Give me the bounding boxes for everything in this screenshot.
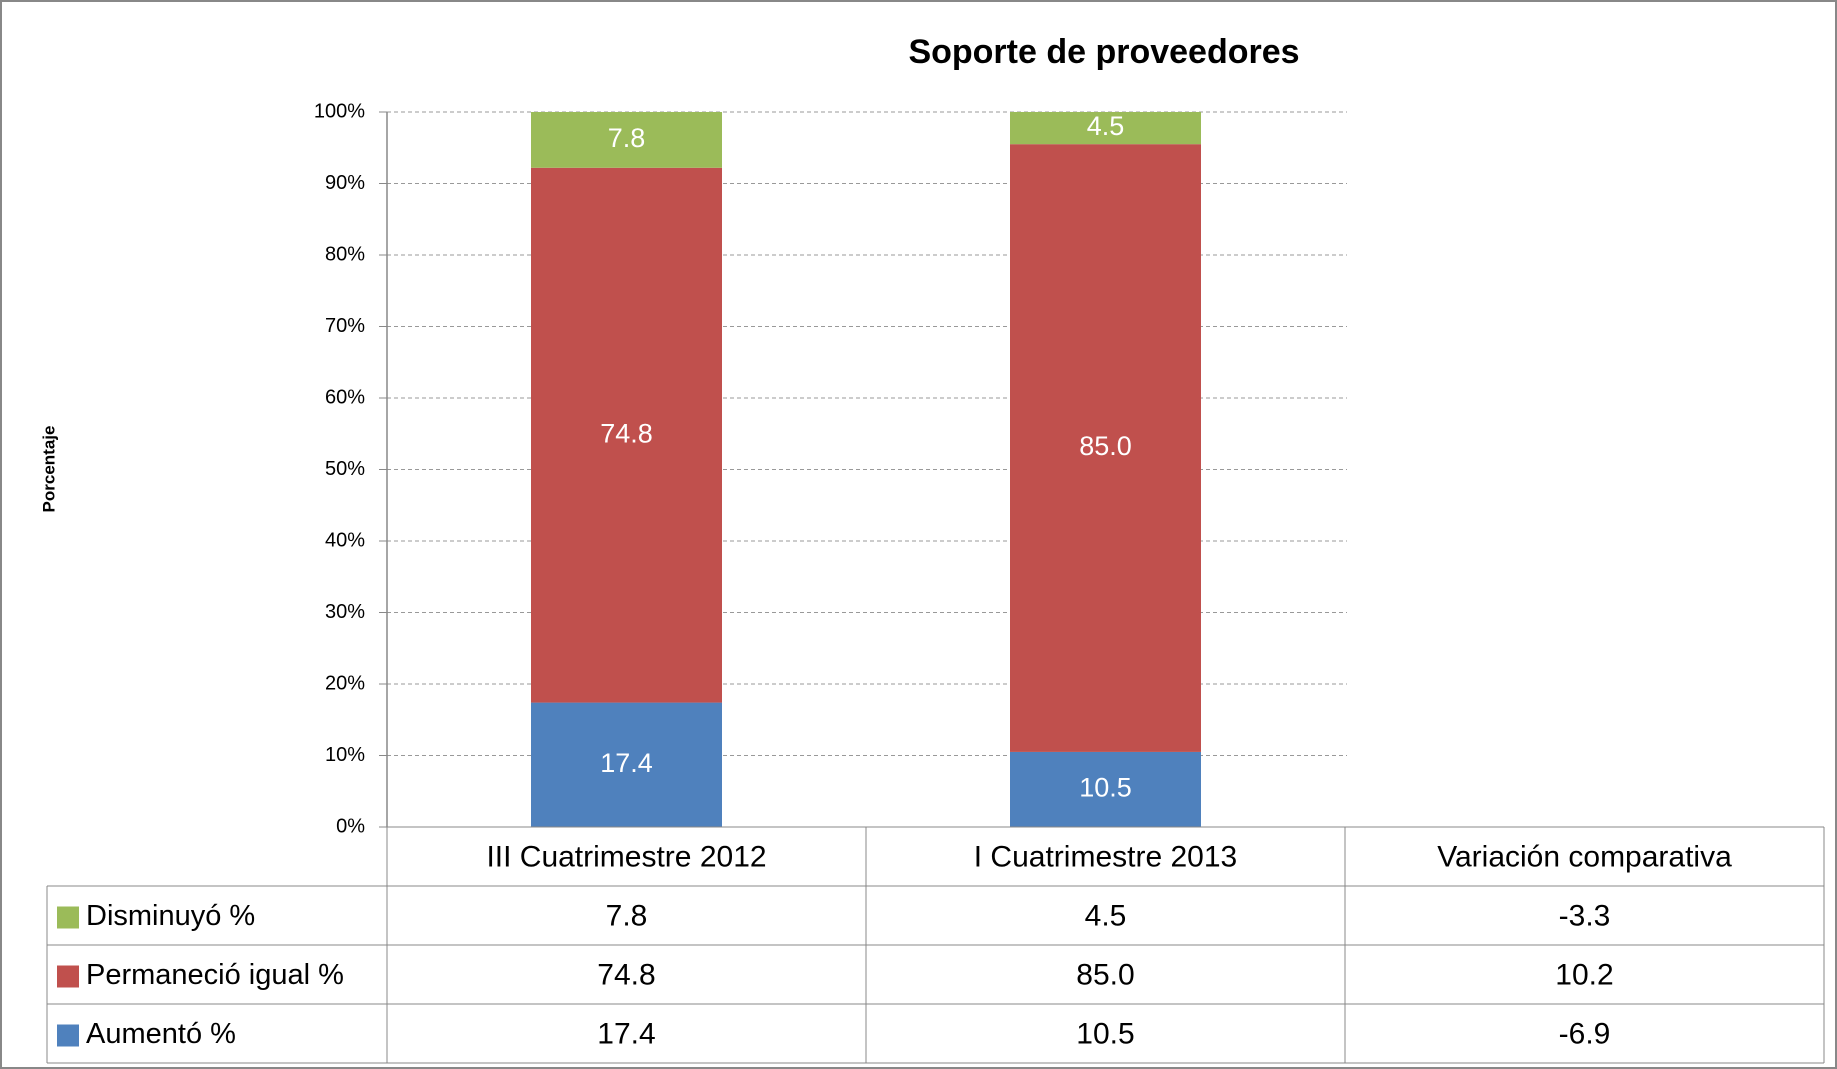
x-tick-label: I Cuatrimestre 2013 bbox=[974, 840, 1237, 873]
legend-key bbox=[57, 906, 79, 929]
legend-key bbox=[57, 1024, 79, 1047]
legend-key bbox=[57, 965, 79, 988]
bar-segment bbox=[531, 167, 722, 703]
legend-label: Aumentó % bbox=[86, 1018, 236, 1050]
data-label: 74.8 bbox=[600, 418, 653, 448]
table-cell: -3.3 bbox=[1559, 899, 1611, 932]
y-tick-label: 10% bbox=[325, 744, 365, 766]
chart-title: Soporte de proveedores bbox=[908, 33, 1299, 71]
x-tick-label: III Cuatrimestre 2012 bbox=[486, 840, 766, 873]
bar-segment bbox=[1010, 751, 1201, 827]
y-tick-label: 60% bbox=[325, 386, 365, 408]
x-tick-label: Variación comparativa bbox=[1437, 840, 1732, 873]
table-cell: 10.5 bbox=[1076, 1017, 1134, 1050]
y-tick-label: 30% bbox=[325, 601, 365, 623]
y-tick-label: 90% bbox=[325, 172, 365, 194]
y-tick-label: 100% bbox=[314, 100, 365, 122]
y-axis-label: Porcentaje bbox=[39, 426, 58, 513]
y-tick-label: 0% bbox=[336, 815, 365, 837]
legend-label: Disminuyó % bbox=[86, 900, 255, 932]
bar-segment bbox=[1010, 112, 1201, 145]
y-tick-label: 20% bbox=[325, 672, 365, 694]
table-cell: 7.8 bbox=[606, 899, 648, 932]
y-tick-label: 50% bbox=[325, 458, 365, 480]
table-cell: 85.0 bbox=[1076, 958, 1134, 991]
table-cell: 17.4 bbox=[597, 1017, 655, 1050]
data-label: 85.0 bbox=[1079, 431, 1132, 461]
table-cell: 74.8 bbox=[597, 958, 655, 991]
data-label: 4.5 bbox=[1087, 111, 1125, 141]
bar-segment bbox=[1010, 144, 1201, 752]
data-label: 17.4 bbox=[600, 748, 653, 778]
y-tick-label: 80% bbox=[325, 243, 365, 265]
data-label: 7.8 bbox=[608, 123, 646, 153]
table-cell: -6.9 bbox=[1559, 1017, 1611, 1050]
y-tick-label: 70% bbox=[325, 315, 365, 337]
bar-segment bbox=[531, 112, 722, 168]
table-cell: 4.5 bbox=[1085, 899, 1127, 932]
y-tick-label: 40% bbox=[325, 529, 365, 551]
bar-segment bbox=[531, 702, 722, 827]
table-cell: 10.2 bbox=[1555, 958, 1613, 991]
data-label: 10.5 bbox=[1079, 773, 1132, 803]
legend-label: Permaneció igual % bbox=[86, 959, 344, 991]
